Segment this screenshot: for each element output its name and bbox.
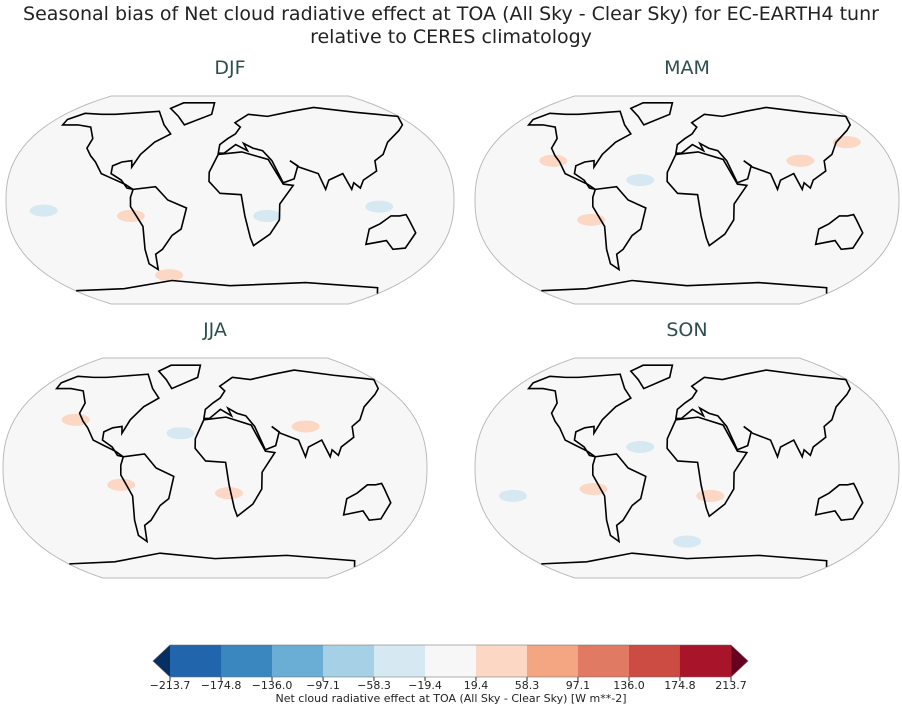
colorbar-tick-label: 213.7	[715, 679, 747, 692]
bias-region	[626, 174, 655, 187]
panel-title: DJF	[214, 57, 245, 79]
colorbar-tick-label: −97.1	[306, 679, 340, 692]
bias-region	[116, 209, 145, 222]
map-outline	[474, 95, 900, 305]
coastline	[541, 552, 828, 567]
coastline	[541, 279, 828, 294]
map-panel: MAM	[474, 57, 900, 305]
coastline	[814, 213, 864, 251]
colorbar-segment	[527, 645, 579, 677]
colorbar-label: Net cloud radiative effect at TOA (All S…	[275, 692, 626, 705]
colorbar: −213.7 −174.8 −136.0 −97.1 −58.3 −19.4 19.4 58.…	[150, 644, 749, 692]
bias-region	[365, 200, 394, 213]
bias-region	[166, 427, 195, 440]
coastline	[674, 369, 852, 460]
bias-region	[673, 535, 701, 548]
coastline	[119, 453, 175, 544]
colorbar-segment	[425, 645, 477, 677]
colorbar-segment	[323, 645, 375, 677]
map-outline	[5, 95, 455, 305]
coastline	[591, 185, 647, 272]
figure-title: Seasonal bias of Net cloud radiative eff…	[23, 3, 879, 25]
coastline	[342, 482, 392, 522]
panel-title: MAM	[664, 57, 710, 79]
coastline	[217, 106, 404, 192]
colorbar-tick-label: 174.8	[664, 679, 696, 692]
coastline	[674, 106, 852, 192]
map-panel: DJF	[5, 57, 455, 305]
panel-title: SON	[666, 319, 707, 341]
coastline	[202, 369, 380, 460]
coastline	[194, 416, 277, 518]
coastline	[629, 102, 674, 126]
coastline	[208, 151, 295, 247]
bias-region	[253, 209, 282, 222]
colorbar-segment	[271, 645, 324, 677]
colorbar-tick-label: 58.3	[515, 679, 540, 692]
bias-region	[696, 489, 725, 502]
coastline	[129, 185, 188, 272]
coastline	[54, 373, 160, 458]
coastline	[666, 151, 749, 247]
colorbar-segment	[373, 645, 426, 677]
coastline	[666, 416, 749, 518]
colorbar-segment	[221, 645, 273, 677]
coastline	[60, 110, 172, 191]
bias-region	[498, 489, 527, 502]
bias-region	[107, 478, 136, 491]
coastline	[526, 373, 632, 458]
maps: DJF MAM JJA SON	[2, 57, 900, 579]
bias-region	[786, 154, 815, 167]
coastline	[364, 213, 417, 251]
bias-region	[539, 154, 568, 167]
colorbar-tick-label: 19.4	[464, 679, 489, 692]
panel-title: JJA	[202, 319, 227, 341]
bias-region	[61, 413, 90, 426]
colorbar-segment	[475, 645, 528, 677]
map-panel: SON	[474, 319, 900, 579]
coastline	[526, 110, 633, 191]
colorbar-tick-label: −136.0	[252, 679, 293, 692]
bias-region	[29, 204, 58, 217]
colorbar-segment	[679, 645, 732, 677]
coastline	[169, 102, 216, 126]
colorbar-segment	[629, 645, 681, 677]
map-outline	[474, 357, 900, 579]
map-outline	[2, 357, 428, 579]
bias-region	[155, 269, 184, 282]
bias-region	[579, 483, 608, 496]
colorbar-tick-label: −58.3	[357, 679, 391, 692]
map-panel: JJA	[2, 319, 428, 579]
coastline	[814, 482, 864, 522]
colorbar-extension	[731, 645, 748, 677]
coastline	[76, 279, 379, 294]
bias-region	[291, 420, 320, 433]
colorbar-tick-label: −174.8	[201, 679, 242, 692]
bias-region	[626, 440, 655, 453]
colorbar-segment	[577, 645, 630, 677]
figure-title: relative to CERES climatology	[310, 26, 592, 48]
colorbar-tick-label: 97.1	[566, 679, 591, 692]
colorbar-segment	[170, 645, 222, 677]
bias-region	[214, 487, 243, 500]
colorbar-tick-label: −19.4	[408, 679, 442, 692]
coastline	[69, 552, 356, 567]
coastline	[157, 364, 202, 390]
colorbar-tick-label: 136.0	[613, 679, 645, 692]
coastline	[629, 364, 674, 390]
colorbar-extension	[153, 645, 170, 677]
colorbar-tick-label: −213.7	[150, 679, 191, 692]
coastline	[591, 453, 647, 544]
